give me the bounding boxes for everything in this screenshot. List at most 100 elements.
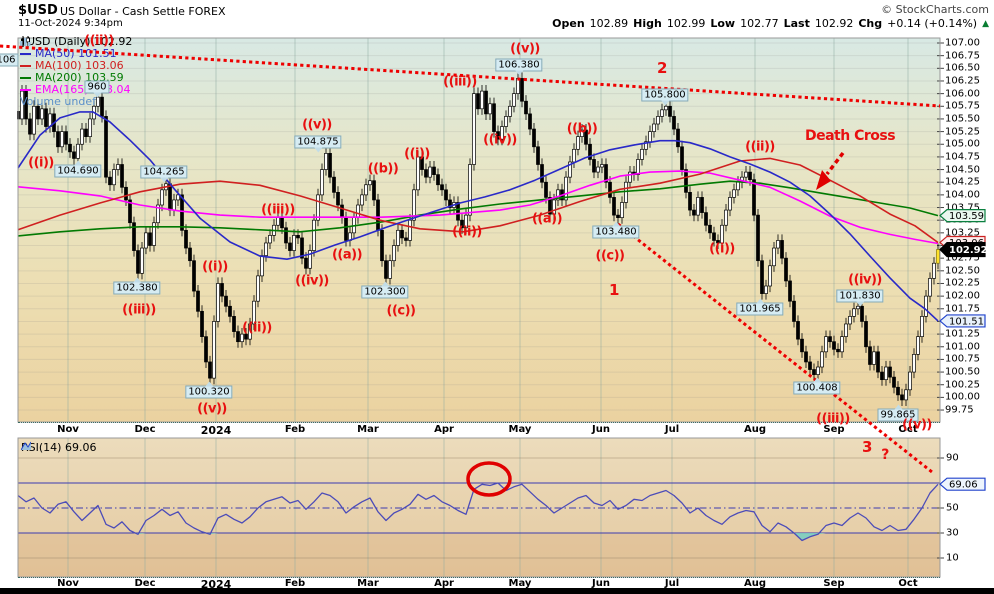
candle	[720, 224, 724, 244]
chart-timestamp: 11-Oct-2024 9:34pm	[18, 18, 123, 29]
rsi-axis-tick: 30	[946, 527, 959, 539]
candle	[152, 222, 156, 246]
ticker-symbol: $USD	[18, 3, 58, 18]
candle	[56, 131, 60, 148]
candle	[880, 371, 884, 381]
flag-pointer	[514, 70, 523, 76]
ma-line-MA(200)	[17, 180, 939, 237]
y-axis-tick: 106.25	[945, 75, 980, 87]
quote-summary: Open 102.89 High 102.99 Low 102.77 Last …	[552, 17, 989, 30]
candle	[36, 105, 40, 120]
candle	[736, 181, 740, 191]
low-label: Low	[710, 17, 736, 30]
high-value: 102.99	[666, 17, 706, 30]
open-label: Open	[552, 17, 585, 30]
candle	[556, 189, 560, 201]
candle	[928, 278, 932, 297]
candle	[124, 186, 128, 201]
candle	[320, 169, 324, 196]
candle	[388, 260, 392, 279]
candle	[440, 184, 444, 191]
candle	[540, 164, 544, 183]
candle	[788, 280, 792, 302]
candle	[200, 310, 204, 337]
candle	[180, 194, 184, 231]
candle	[752, 179, 756, 216]
y-axis-tick: 103.50	[945, 214, 980, 226]
candle	[212, 321, 216, 379]
candle	[672, 116, 676, 130]
y-axis-tick: 107.00	[945, 37, 980, 49]
x-axis-month: Jun	[592, 424, 610, 435]
y-axis-tick: 104.75	[945, 151, 980, 163]
candle	[40, 108, 44, 120]
candle	[712, 232, 716, 241]
wave-annotation: 3	[862, 438, 872, 456]
candle	[908, 371, 912, 391]
price-flag: 100.408	[793, 377, 841, 395]
candle	[492, 103, 496, 132]
price-flag: 102.380	[113, 277, 161, 295]
legend-swatch	[20, 65, 31, 67]
wave-annotation: ((v))	[510, 41, 540, 57]
wave-annotation: ((ii))	[84, 33, 114, 49]
candle	[676, 128, 680, 148]
candle	[472, 93, 476, 165]
candle	[500, 126, 504, 140]
candle	[192, 260, 196, 292]
price-flag: 104.690	[54, 160, 102, 178]
candle	[512, 93, 516, 107]
candle	[600, 164, 604, 168]
chg-label: Chg	[858, 17, 883, 30]
candle	[528, 113, 532, 130]
wave-annotation: ((iii))	[443, 74, 477, 90]
price-flag: 106	[0, 53, 19, 67]
wave-annotation: ((ii))	[452, 224, 482, 240]
wave-annotation: ((b))	[566, 121, 598, 137]
x-axis-month-bottom: 2024	[200, 578, 232, 591]
y-axis-tick: 100.25	[945, 379, 980, 391]
y-axis-tick: 102.50	[945, 265, 980, 277]
price-flag: 960	[84, 80, 110, 98]
x-axis-month: May	[508, 424, 532, 435]
candle	[628, 171, 632, 183]
rsi-legend: RSI(14) 69.06	[21, 441, 96, 454]
candle	[400, 229, 404, 239]
candle	[84, 128, 88, 138]
candle	[732, 189, 736, 198]
candle	[108, 176, 112, 186]
candle	[380, 229, 384, 262]
x-axis-month-bottom: May	[508, 578, 532, 589]
candle	[644, 141, 648, 150]
candle	[932, 262, 936, 279]
wave-annotation: ((a))	[331, 247, 363, 263]
candle	[620, 202, 624, 219]
y-axis-tick: 105.00	[945, 138, 980, 150]
candle	[904, 389, 908, 401]
candle	[648, 131, 652, 143]
candle	[660, 109, 664, 117]
candle	[208, 361, 212, 379]
candle	[444, 189, 448, 201]
candle	[140, 247, 144, 274]
candle	[572, 148, 576, 163]
candle	[892, 376, 896, 388]
candle	[316, 194, 320, 221]
candle	[204, 336, 208, 363]
candle	[308, 250, 312, 269]
candle	[828, 336, 832, 343]
candle	[484, 90, 488, 115]
candle	[580, 129, 584, 138]
price-flag: 102.300	[361, 281, 409, 299]
candle	[536, 146, 540, 165]
candle	[684, 169, 688, 193]
candle	[136, 250, 140, 274]
x-axis-month: Nov	[57, 424, 79, 435]
rsi-legend-label: RSI(14) 69.06	[21, 441, 97, 454]
candle	[824, 336, 828, 353]
chart-legend: $USD (Daily) 102.92 MA(50) 101.51 MA(100) …	[20, 35, 132, 108]
candle	[496, 131, 500, 140]
x-axis-month: Jul	[664, 424, 680, 435]
candle	[780, 240, 784, 259]
candle	[456, 202, 460, 221]
